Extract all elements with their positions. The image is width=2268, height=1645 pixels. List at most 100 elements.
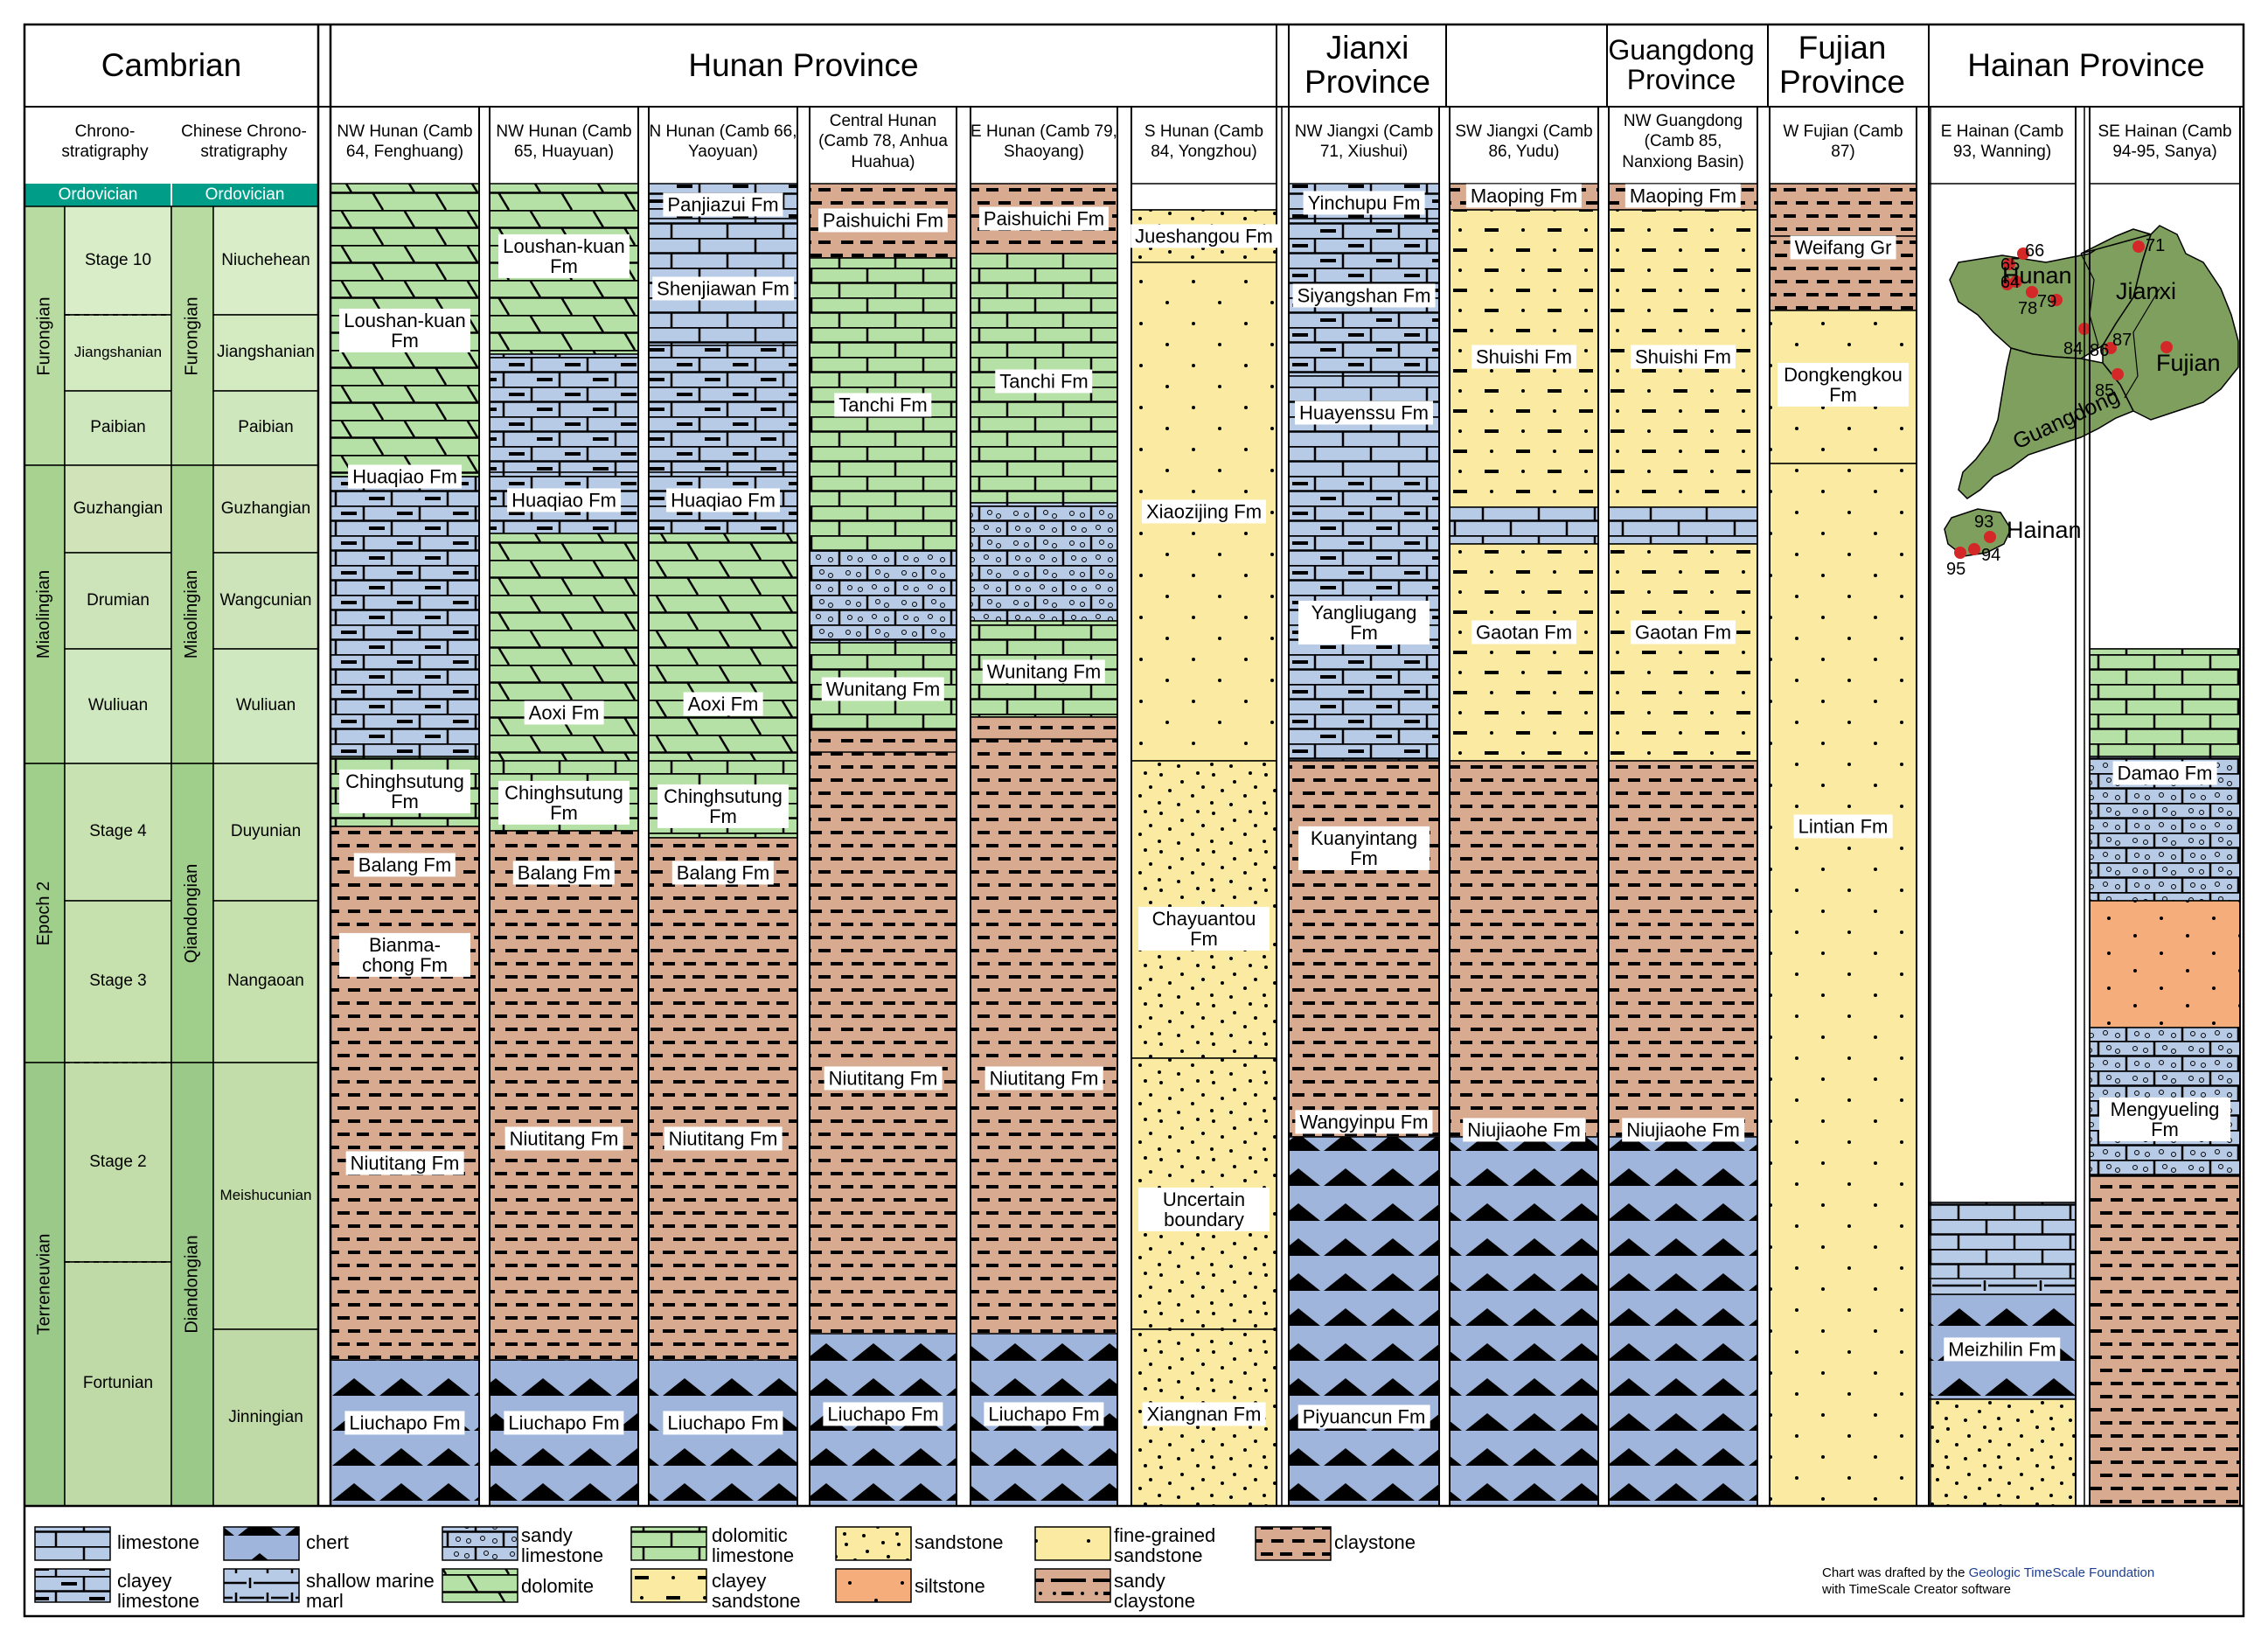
map-site-dot [2160,341,2173,353]
intl-stage-band [64,900,172,1063]
cn-stage-band [212,648,319,764]
legend-swatch [442,1568,518,1603]
ordovician-label-chinese: Ordovician [205,185,285,204]
formation-label: Maoping Fm [1624,184,1742,208]
legend-sandy-limestone-label: sandy limestone [521,1524,604,1567]
map-province-label: Fujian [2156,350,2221,376]
legend-sandy-claystone-label: sandy claystone [1114,1570,1195,1613]
litho-unit [1928,1398,2077,1507]
formation-label: Niutitang Fm [504,1126,623,1151]
map-site-dot [1984,531,1996,543]
formation-label: Wunitang Fm [982,659,1106,684]
legend-swatch [835,1526,912,1561]
litho-unit [2089,900,2241,1028]
cn-series-text: Qiandongian [182,863,202,963]
map-site-dot [2017,247,2029,260]
map-site-dot [2001,278,2014,290]
litho-unit [1449,1136,1599,1507]
formation-label: Loushan-kuan Fm [339,308,470,353]
legend-swatch [223,1568,300,1603]
formation-label: Niutitang Fm [984,1066,1103,1091]
credit-foundation: Geologic TimeScale Foundation [1968,1565,2155,1580]
credit-note: Chart was drafted by the Geologic TimeSc… [1822,1565,2154,1599]
legend-swatch [34,1568,111,1603]
map-site-label: 87 [2112,331,2132,350]
formation-label: Niujiaohe Fm [1463,1118,1585,1142]
intl-stage-label: Drumian [87,590,150,610]
cn-stage-label: Nangaoan [227,972,304,991]
formation-label: Liuchapo Fm [504,1411,624,1435]
litho-unit [809,550,957,644]
hainan-province-header: Hainan Province [1967,46,2205,83]
formation-label: Chinghsutung Fm [339,769,470,814]
legend-swatch [1034,1568,1111,1603]
map-site-label: 65 [2000,255,2021,275]
column-title: NW Hunan (Camb 64, Fenghuang) [337,122,473,161]
formation-label: Tanchi Fm [995,369,1093,394]
formation-label: Niujiaohe Fm [1622,1118,1744,1142]
formation-label: Panjiazui Fm [663,192,783,217]
intl-stage-band [64,763,172,902]
cn-stage-band [212,1062,319,1330]
formation-label: Huaqiao Fm [666,488,780,512]
cn-stage-band [212,1328,319,1507]
map-site-label: 66 [2025,241,2045,261]
legend-sandstone-label: sandstone [915,1531,1004,1553]
formation-label: Maoping Fm [1465,184,1583,208]
formation-label: Xiaozijing Fm [1141,499,1267,524]
litho-unit [970,716,1118,740]
formation-label: Meizhilin Fm [1944,1337,2061,1362]
column-title: NW Guangdong (Camb 85, Nanxiong Basin) [1622,112,1744,171]
legend-dolomite-label: dolomite [521,1575,595,1597]
legend-chert-label: chert [306,1531,349,1553]
litho-unit [1288,1136,1440,1507]
formation-label: Aoxi Fm [683,692,763,716]
cn-stage-band [212,763,319,902]
litho-unit [1608,760,1758,1138]
cn-series-text: Miaolingian [182,569,202,659]
formation-label: Shuishi Fm [1630,345,1736,369]
formation-label: Gaotan Fm [1471,620,1577,645]
map-site-label: 84 [2063,339,2084,359]
formation-label: Damao Fm [2112,761,2217,785]
cn-series-text: Furongian [182,296,202,376]
map-site-label: 86 [2090,341,2110,360]
litho-unit [1449,506,1599,545]
legend-claystone-label: claystone [1334,1531,1416,1553]
formation-label: Balang Fm [671,861,775,885]
formation-label: Huaqiao Fm [507,488,621,512]
formation-label: Huaqiao Fm [348,464,462,489]
litho-unit [1131,183,1277,211]
column-title: NW Hunan (Camb 65, Huayuan) [496,122,632,161]
legend-dolomitic-limestone-label: dolomitic limestone [712,1524,795,1567]
cn-stage-label: Niuchehean [221,250,310,269]
formation-label: Balang Fm [512,861,616,885]
formation-label: Tanchi Fm [834,393,932,417]
credit-prefix: Chart was drafted by the [1822,1565,1965,1580]
formation-label: Yinchupu Fm [1303,191,1425,215]
intl-stage-band [64,1261,172,1507]
map-site-label: 95 [1946,560,1966,579]
column-title: SE Hainan (Camb 94-95, Sanya) [2098,122,2232,161]
intl-stage-label: Stage 2 [89,1152,147,1171]
map-site-dot [2105,342,2117,354]
cn-series-label: Furongian [171,206,213,465]
formation-label: Wangyinpu Fm [1295,1110,1433,1134]
column-title: SW Jiangxi (Camb 86, Yudu) [1455,122,1593,161]
outer-frame [23,23,2245,1618]
cn-stage-label: Wangcunian [219,590,312,610]
hunan-province-header: Hunan Province [688,46,919,83]
map-site-dot [1954,547,1966,559]
intl-series-band [24,763,66,1063]
formation-label: Xiangnan Fm [1142,1402,1266,1426]
formation-label: Mengyueling Fm [2099,1097,2230,1142]
litho-unit [2089,648,2241,757]
cn-stage-band [212,552,319,650]
map-province-label: Jianxi [2116,278,2177,304]
legend-siltstone-label: siltstone [915,1575,985,1597]
map-site-dot [2050,294,2063,306]
legend-limestone-label: limestone [117,1531,200,1553]
litho-unit [489,533,639,762]
litho-unit [1769,463,1917,1507]
